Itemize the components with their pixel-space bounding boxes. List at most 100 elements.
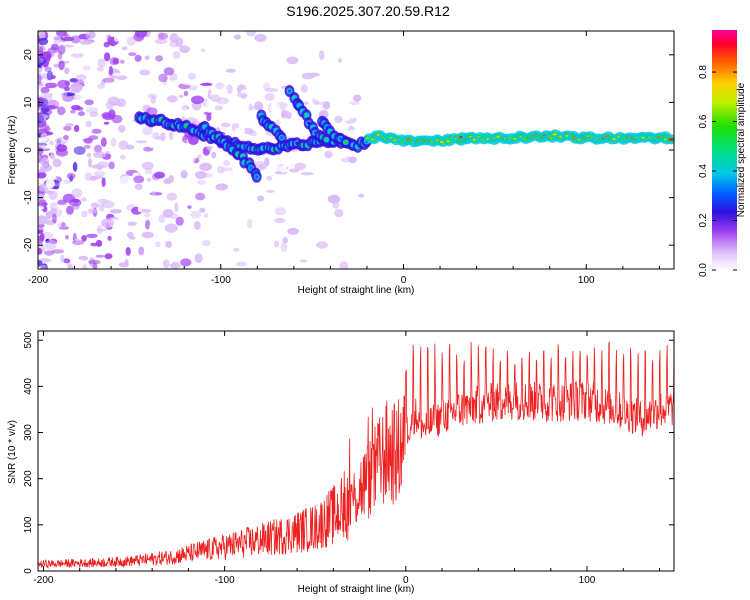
noise-blob bbox=[158, 214, 165, 224]
noise-blob bbox=[201, 48, 206, 53]
noise-blob bbox=[82, 65, 91, 71]
y-tick-label: 400 bbox=[23, 378, 34, 395]
noise-blob bbox=[248, 234, 259, 244]
noise-blob bbox=[96, 66, 104, 72]
noise-blob bbox=[93, 151, 107, 159]
noise-blob bbox=[178, 94, 184, 98]
noise-blob bbox=[38, 205, 45, 210]
spectrogram-xlabel: Height of straight line (km) bbox=[298, 285, 415, 296]
noise-blob bbox=[71, 188, 83, 198]
noise-blob bbox=[312, 92, 325, 101]
noise-blob bbox=[87, 158, 93, 168]
noise-blob bbox=[48, 172, 57, 181]
noise-blob bbox=[177, 239, 188, 247]
noise-blob bbox=[181, 105, 190, 111]
noise-blob bbox=[220, 122, 231, 128]
colorbar-tick-label: 0.6 bbox=[698, 114, 709, 128]
noise-blob bbox=[148, 223, 157, 231]
noise-blob bbox=[38, 215, 48, 225]
noise-blob bbox=[44, 66, 52, 72]
noise-blob bbox=[57, 106, 66, 116]
y-tick-label: 500 bbox=[23, 331, 34, 348]
noise-blob bbox=[280, 117, 289, 122]
noise-blob bbox=[81, 210, 88, 218]
noise-blob bbox=[173, 165, 183, 172]
noise-blob bbox=[286, 104, 292, 114]
noise-blob bbox=[64, 86, 71, 92]
noise-blob bbox=[93, 144, 103, 153]
noise-blob bbox=[49, 140, 54, 146]
noise-blob bbox=[112, 72, 122, 77]
noise-blob bbox=[274, 218, 286, 223]
noise-blob bbox=[38, 169, 47, 173]
noise-blob bbox=[70, 35, 81, 44]
noise-blob bbox=[214, 105, 223, 111]
snr-panel: -200 -100 0 100 0 100 200 300 400 500 Height of s… bbox=[7, 330, 675, 595]
noise-blob bbox=[146, 177, 152, 182]
noise-blob bbox=[376, 75, 383, 84]
noise-blob bbox=[118, 124, 126, 133]
noise-blob bbox=[38, 119, 47, 128]
noise-blob bbox=[350, 150, 356, 159]
noise-blob bbox=[187, 72, 196, 80]
noise-blob bbox=[346, 196, 355, 202]
noise-blob bbox=[38, 153, 41, 163]
colorbar-label: Normalized spectral amplitude bbox=[736, 82, 747, 217]
noise-blob bbox=[95, 239, 103, 247]
noise-blob bbox=[151, 190, 156, 196]
noise-blob bbox=[75, 74, 87, 81]
noise-blob bbox=[241, 135, 255, 141]
noise-blob bbox=[158, 73, 168, 83]
ridge-core bbox=[287, 89, 292, 93]
noise-blob bbox=[164, 223, 178, 233]
noise-blob bbox=[247, 180, 252, 189]
noise-blob bbox=[39, 157, 50, 167]
noise-blob bbox=[197, 180, 206, 185]
y-tick-label: 300 bbox=[23, 424, 34, 441]
noise-blob bbox=[66, 205, 74, 215]
noise-blob bbox=[169, 72, 178, 83]
noise-blob bbox=[120, 59, 125, 64]
noise-blob bbox=[182, 81, 196, 86]
noise-blob bbox=[172, 51, 181, 59]
snr-series-line bbox=[38, 341, 674, 569]
noise-blob bbox=[276, 163, 282, 170]
noise-blob bbox=[340, 202, 352, 206]
noise-blob bbox=[266, 175, 273, 181]
noise-blob bbox=[96, 228, 108, 232]
noise-blob bbox=[50, 75, 56, 80]
noise-blob bbox=[57, 79, 70, 89]
noise-blob bbox=[73, 146, 86, 155]
colorbar-gradient bbox=[712, 30, 737, 270]
noise-blob bbox=[381, 230, 389, 237]
noise-blob bbox=[54, 90, 62, 100]
noise-blob bbox=[187, 205, 192, 209]
noise-blob bbox=[233, 34, 241, 40]
noise-blob bbox=[109, 57, 119, 66]
noise-blob bbox=[251, 196, 259, 204]
noise-blob bbox=[38, 219, 44, 228]
noise-blob bbox=[38, 57, 44, 64]
noise-blob bbox=[72, 161, 78, 172]
noise-blob bbox=[334, 208, 344, 218]
noise-blob bbox=[210, 94, 221, 102]
noise-blob bbox=[38, 99, 45, 105]
noise-blob bbox=[87, 208, 98, 214]
noise-blob bbox=[166, 95, 179, 103]
noise-blob bbox=[225, 68, 236, 73]
y-tick-label: 0 bbox=[23, 147, 34, 153]
noise-blob bbox=[88, 259, 101, 265]
noise-blob bbox=[129, 195, 140, 204]
noise-blob bbox=[322, 101, 331, 110]
noise-blob bbox=[152, 132, 160, 140]
noise-blob bbox=[38, 56, 47, 65]
noise-blob bbox=[113, 32, 119, 42]
noise-blob bbox=[38, 31, 45, 36]
noise-blob bbox=[357, 225, 364, 235]
noise-blob bbox=[95, 254, 105, 258]
noise-blob bbox=[319, 50, 325, 60]
noise-blob bbox=[44, 239, 57, 250]
noise-blob bbox=[51, 249, 65, 254]
noise-blob bbox=[47, 106, 56, 110]
noise-blob bbox=[217, 165, 225, 174]
